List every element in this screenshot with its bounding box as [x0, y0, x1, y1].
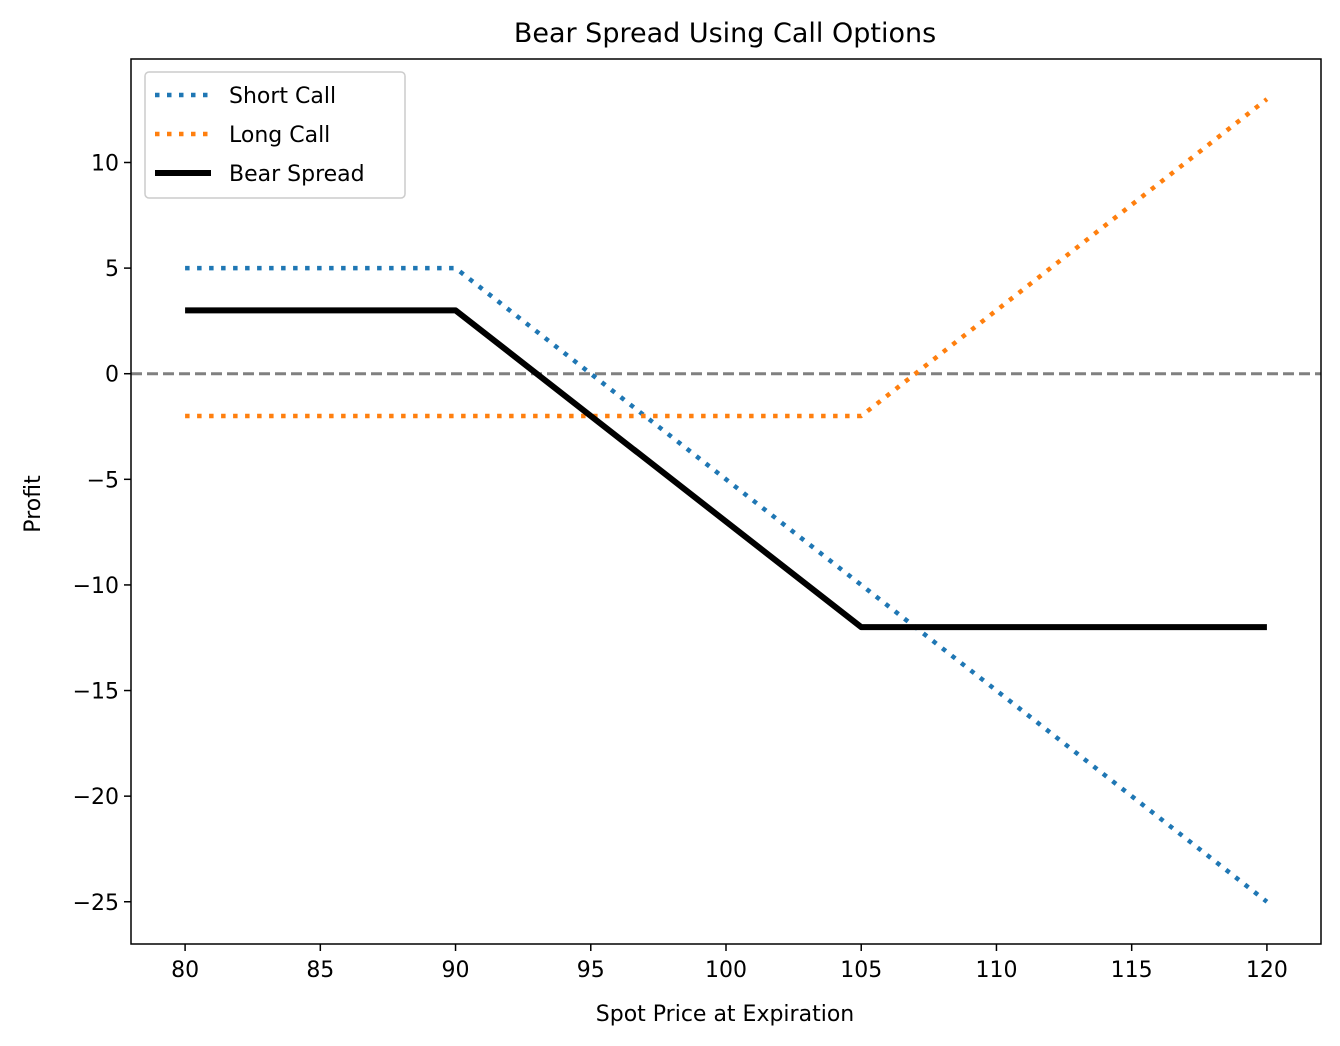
legend-label-bear-spread: Bear Spread — [229, 162, 365, 187]
series-layer — [131, 97, 1321, 904]
y-tick-label: 10 — [91, 151, 119, 176]
y-tick-label: 5 — [105, 257, 119, 282]
x-axis-label: Spot Price at Expiration — [596, 1002, 854, 1027]
legend-label-short-call: Short Call — [229, 84, 336, 109]
series-line-long-call — [185, 97, 1269, 419]
x-axis: 80 85 90 95 100 105 110 115 120 — [171, 944, 1288, 983]
y-axis-label: Profit — [21, 475, 46, 533]
x-tick-label: 100 — [705, 958, 747, 983]
x-tick-label: 105 — [840, 958, 882, 983]
x-tick-label: 95 — [577, 958, 605, 983]
legend-label-long-call: Long Call — [229, 123, 330, 148]
y-tick-label: −15 — [73, 680, 119, 705]
y-tick-label: −10 — [73, 574, 119, 599]
x-tick-label: 90 — [442, 958, 470, 983]
y-axis: −25 −20 −15 −10 −5 0 5 10 — [73, 151, 131, 916]
x-tick-label: 120 — [1246, 958, 1288, 983]
chart-title: Bear Spread Using Call Options — [514, 18, 936, 49]
x-tick-label: 80 — [171, 958, 199, 983]
y-tick-label: −5 — [87, 468, 119, 493]
legend: Short Call Long Call Bear Spread — [144, 71, 406, 199]
y-tick-label: −25 — [73, 891, 119, 916]
y-tick-label: −20 — [73, 785, 119, 810]
y-tick-label: 0 — [105, 363, 119, 388]
x-tick-label: 85 — [306, 958, 334, 983]
x-tick-label: 110 — [975, 958, 1017, 983]
series-line-bear-spread — [185, 307, 1267, 631]
x-tick-label: 115 — [1111, 958, 1153, 983]
legend-box — [144, 71, 406, 199]
